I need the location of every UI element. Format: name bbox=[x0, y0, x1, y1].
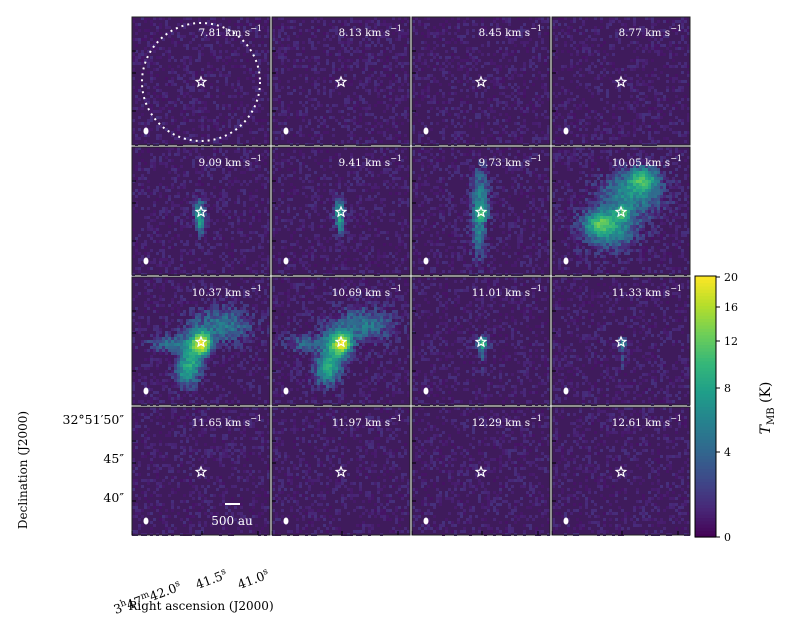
beam-ellipse bbox=[423, 387, 429, 395]
beam-ellipse bbox=[143, 127, 149, 135]
velocity-label: 8.77 km s−1 bbox=[618, 24, 682, 39]
velocity-label: 11.01 km s−1 bbox=[472, 284, 542, 299]
velocity-label: 7.81 km s−1 bbox=[198, 24, 262, 39]
channel-panel: 8.13 km s−1 bbox=[271, 16, 411, 146]
primary-beam-circle bbox=[141, 22, 261, 142]
star-marker bbox=[194, 465, 208, 478]
y-axis-label: Declination (J2000) bbox=[16, 411, 30, 529]
x-axis-label: Right ascension (J2000) bbox=[128, 599, 273, 613]
ra-tick-label: 41.5s bbox=[193, 567, 229, 592]
beam-ellipse bbox=[423, 257, 429, 265]
star-marker bbox=[474, 335, 488, 348]
colorbar-tick-label: 4 bbox=[724, 446, 731, 459]
velocity-label: 9.09 km s−1 bbox=[198, 154, 262, 169]
velocity-label: 8.13 km s−1 bbox=[338, 24, 402, 39]
velocity-label: 11.33 km s−1 bbox=[612, 284, 682, 299]
channel-panel: 10.05 km s−1 bbox=[551, 146, 691, 276]
channel-panel: 8.77 km s−1 bbox=[551, 16, 691, 146]
scale-bar-label: 500 au bbox=[211, 514, 253, 528]
channel-panel: 9.41 km s−1 bbox=[271, 146, 411, 276]
velocity-label: 11.97 km s−1 bbox=[332, 414, 402, 429]
channel-panel: 8.45 km s−1 bbox=[411, 16, 551, 146]
beam-ellipse bbox=[563, 517, 569, 525]
star-marker bbox=[194, 335, 208, 348]
beam-ellipse bbox=[143, 257, 149, 265]
beam-ellipse bbox=[143, 387, 149, 395]
beam-ellipse bbox=[423, 517, 429, 525]
star-marker bbox=[614, 75, 628, 88]
star-marker bbox=[614, 465, 628, 478]
channel-panel: 11.97 km s−1 bbox=[271, 406, 411, 536]
star-marker bbox=[334, 205, 348, 218]
colorbar-tick-label: 20 bbox=[724, 271, 738, 284]
colorbar-tick-label: 16 bbox=[724, 301, 738, 314]
velocity-label: 9.73 km s−1 bbox=[478, 154, 542, 169]
beam-ellipse bbox=[563, 257, 569, 265]
colorbar-tick-label: 8 bbox=[724, 382, 731, 395]
beam-ellipse bbox=[283, 127, 289, 135]
beam-ellipse bbox=[563, 127, 569, 135]
channel-panel: 9.09 km s−1 bbox=[131, 146, 271, 276]
channel-panel: 9.73 km s−1 bbox=[411, 146, 551, 276]
star-marker bbox=[194, 75, 208, 88]
channel-panel: 11.65 km s−1 500 au bbox=[131, 406, 271, 536]
velocity-label: 10.37 km s−1 bbox=[192, 284, 262, 299]
channel-panel: 12.29 km s−1 bbox=[411, 406, 551, 536]
beam-ellipse bbox=[283, 257, 289, 265]
velocity-label: 10.05 km s−1 bbox=[612, 154, 682, 169]
velocity-label: 9.41 km s−1 bbox=[338, 154, 402, 169]
star-marker bbox=[334, 465, 348, 478]
star-marker bbox=[614, 205, 628, 218]
ra-tick-label: 41.0s bbox=[235, 567, 271, 592]
star-marker bbox=[334, 335, 348, 348]
colorbar-tick-label: 0 bbox=[724, 531, 731, 544]
star-marker bbox=[474, 75, 488, 88]
star-marker bbox=[474, 205, 488, 218]
velocity-label: 12.61 km s−1 bbox=[612, 414, 682, 429]
colorbar-tick-label: 12 bbox=[724, 335, 738, 348]
velocity-label: 8.45 km s−1 bbox=[478, 24, 542, 39]
beam-ellipse bbox=[423, 127, 429, 135]
dec-tick-label: 45″ bbox=[103, 451, 124, 466]
beam-ellipse bbox=[143, 517, 149, 525]
channel-panel: 11.01 km s−1 bbox=[411, 276, 551, 406]
colorbar-frame bbox=[694, 275, 717, 538]
beam-ellipse bbox=[563, 387, 569, 395]
star-marker bbox=[194, 205, 208, 218]
star-marker bbox=[474, 465, 488, 478]
dec-tick-label: 32°51′50″ bbox=[63, 412, 125, 427]
channel-panel: 11.33 km s−1 bbox=[551, 276, 691, 406]
dec-tick-label: 40″ bbox=[103, 490, 124, 505]
velocity-label: 12.29 km s−1 bbox=[472, 414, 542, 429]
channel-panel: 12.61 km s−1 bbox=[551, 406, 691, 536]
channel-panel: 10.37 km s−1 bbox=[131, 276, 271, 406]
colorbar-label: TMB (K) bbox=[758, 382, 777, 435]
velocity-label: 10.69 km s−1 bbox=[332, 284, 402, 299]
beam-ellipse bbox=[283, 517, 289, 525]
channel-panel: 10.69 km s−1 bbox=[271, 276, 411, 406]
velocity-label: 11.65 km s−1 bbox=[192, 414, 262, 429]
star-marker bbox=[334, 75, 348, 88]
panels-layer: 7.81 km s−1 8.13 km s−1 8.45 km s−1 8.77 km… bbox=[131, 16, 691, 536]
colorbar: 0 4 8 12 16 20 TMB (K) bbox=[694, 271, 777, 544]
star-marker bbox=[614, 335, 628, 348]
channel-panel: 7.81 km s−1 bbox=[131, 16, 271, 146]
beam-ellipse bbox=[283, 387, 289, 395]
